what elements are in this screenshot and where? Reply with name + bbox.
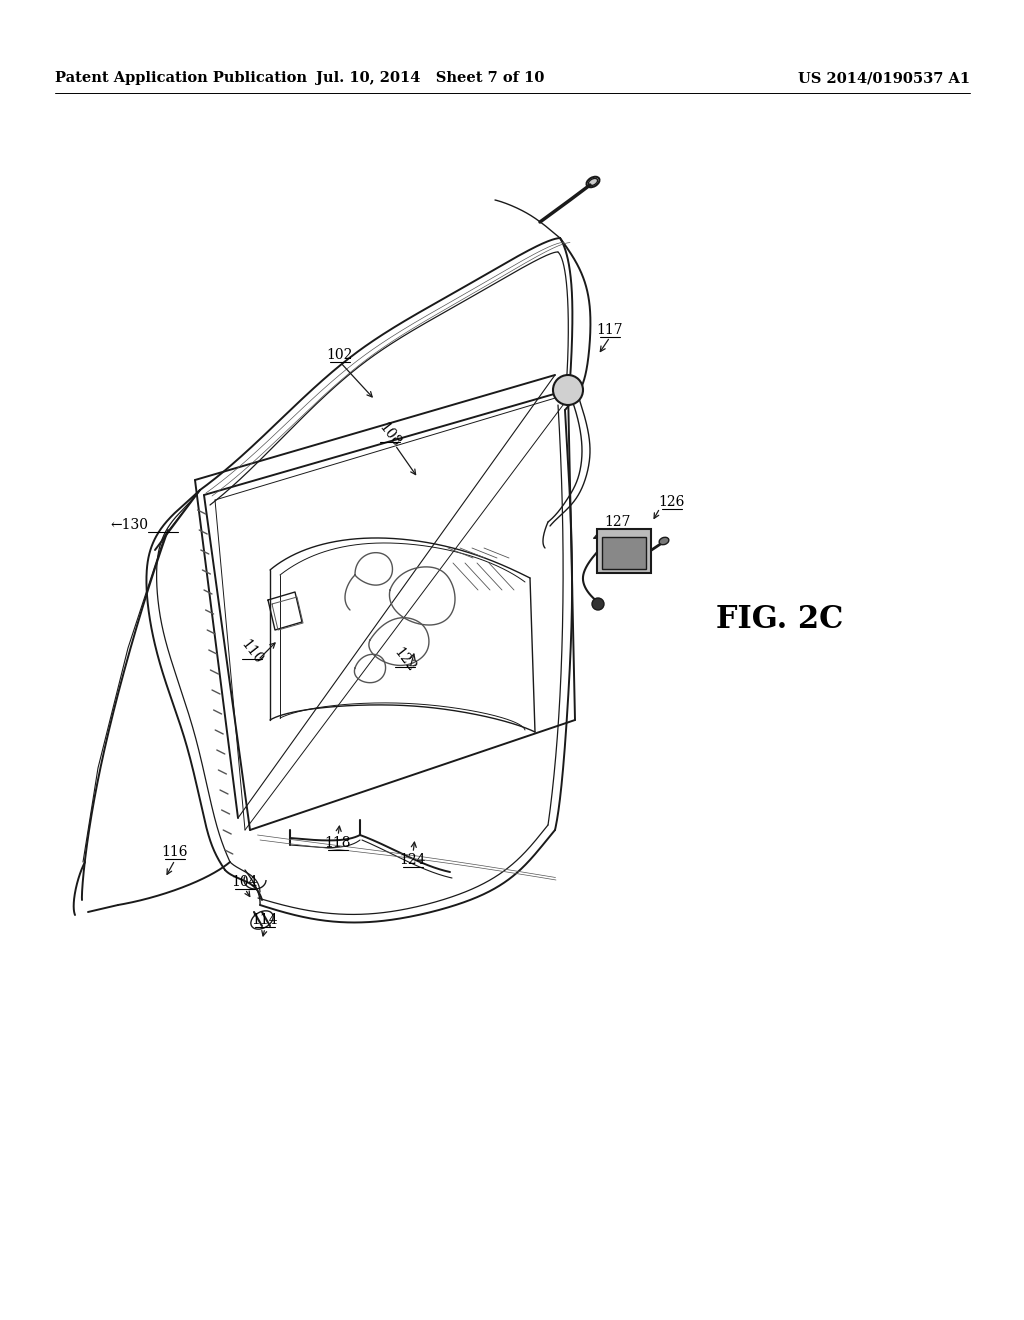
Text: 110: 110: [239, 638, 265, 667]
Text: 127: 127: [605, 515, 631, 529]
Text: 102: 102: [327, 348, 353, 362]
Text: 116: 116: [162, 845, 188, 859]
Text: 104: 104: [231, 875, 258, 888]
Text: 122: 122: [391, 645, 419, 675]
Text: 114: 114: [252, 913, 279, 927]
Text: FIG. 2C: FIG. 2C: [717, 605, 844, 635]
Circle shape: [592, 598, 604, 610]
Text: 124: 124: [399, 853, 426, 867]
Circle shape: [553, 375, 583, 405]
Text: 126: 126: [658, 495, 685, 510]
Text: ←130: ←130: [110, 517, 148, 532]
Text: Jul. 10, 2014   Sheet 7 of 10: Jul. 10, 2014 Sheet 7 of 10: [315, 71, 544, 84]
Text: 117: 117: [597, 323, 624, 337]
Text: US 2014/0190537 A1: US 2014/0190537 A1: [798, 71, 970, 84]
FancyBboxPatch shape: [602, 537, 646, 569]
Ellipse shape: [589, 178, 598, 186]
Text: Patent Application Publication: Patent Application Publication: [55, 71, 307, 84]
Text: 118: 118: [325, 836, 351, 850]
Ellipse shape: [659, 537, 669, 545]
FancyBboxPatch shape: [597, 529, 651, 573]
Text: 108: 108: [377, 420, 403, 450]
